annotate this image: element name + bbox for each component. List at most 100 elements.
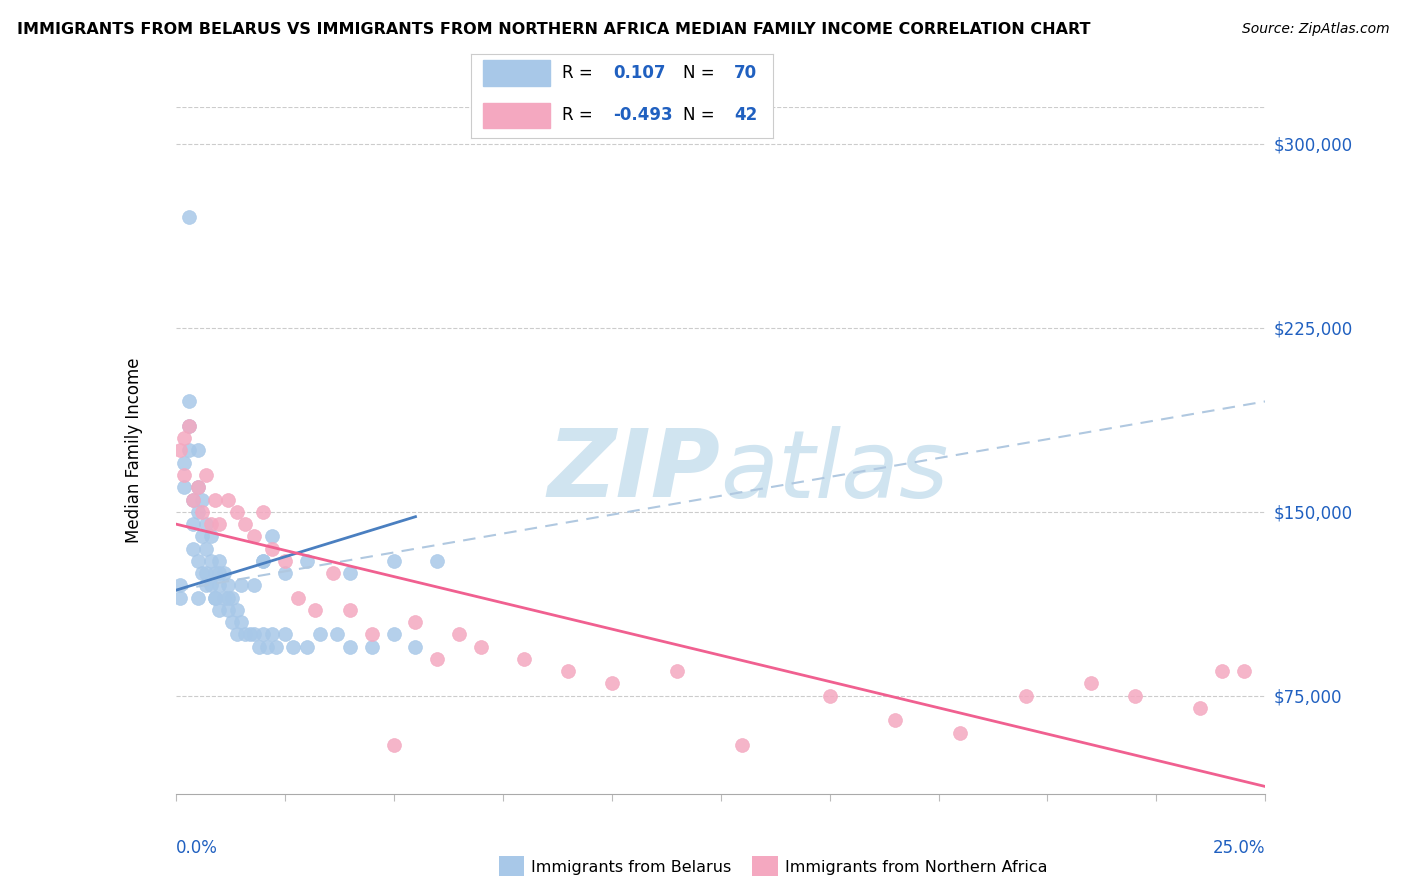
Point <box>208 603 231 617</box>
Point <box>260 541 283 556</box>
Point <box>470 640 492 654</box>
Point <box>186 591 209 605</box>
Point <box>426 554 449 568</box>
Point <box>212 591 235 605</box>
Point <box>204 591 226 605</box>
Point <box>256 640 278 654</box>
Point <box>731 738 754 752</box>
Point <box>186 443 209 458</box>
Text: atlas: atlas <box>721 425 949 516</box>
Point <box>243 529 266 543</box>
Point <box>208 566 231 581</box>
Text: 0.0%: 0.0% <box>176 838 218 856</box>
Point <box>186 480 209 494</box>
Text: R =: R = <box>562 64 598 82</box>
Point <box>181 541 204 556</box>
Point <box>217 492 239 507</box>
Point <box>191 529 214 543</box>
Point <box>177 419 200 434</box>
Point <box>304 603 326 617</box>
Point <box>195 517 218 532</box>
Point <box>1189 701 1212 715</box>
Point <box>225 627 247 641</box>
Point <box>252 554 274 568</box>
Point <box>287 591 309 605</box>
Point <box>186 480 209 494</box>
Point <box>239 627 262 641</box>
Point <box>173 467 195 482</box>
Point <box>274 566 297 581</box>
Text: ZIP: ZIP <box>548 425 721 517</box>
Point <box>181 492 204 507</box>
Point <box>252 627 274 641</box>
Point <box>191 492 214 507</box>
Point <box>339 640 361 654</box>
Point <box>221 591 243 605</box>
Point <box>173 431 195 445</box>
Point <box>295 554 318 568</box>
Point <box>322 566 344 581</box>
Point <box>231 578 253 592</box>
Point <box>217 603 239 617</box>
Point <box>513 652 536 666</box>
Point <box>200 578 222 592</box>
Point <box>252 554 274 568</box>
Point <box>204 566 226 581</box>
Bar <box>484 103 550 128</box>
Point <box>382 554 405 568</box>
Point <box>200 517 222 532</box>
Text: R =: R = <box>562 106 598 124</box>
Point <box>186 554 209 568</box>
Text: Source: ZipAtlas.com: Source: ZipAtlas.com <box>1241 22 1389 37</box>
Point <box>191 566 214 581</box>
Point <box>1211 664 1233 679</box>
Point <box>177 443 200 458</box>
Point <box>177 211 200 225</box>
Point <box>247 640 270 654</box>
Point <box>177 419 200 434</box>
Bar <box>484 61 550 86</box>
Point <box>208 554 231 568</box>
Point <box>360 627 382 641</box>
Point <box>200 554 222 568</box>
Point <box>191 505 214 519</box>
Point <box>295 640 318 654</box>
Text: Immigrants from Northern Africa: Immigrants from Northern Africa <box>785 860 1047 874</box>
Text: -0.493: -0.493 <box>613 106 672 124</box>
Point <box>169 591 191 605</box>
Point <box>173 480 195 494</box>
Point <box>225 603 247 617</box>
Point <box>181 492 204 507</box>
Point <box>217 591 239 605</box>
Point <box>169 443 191 458</box>
Point <box>1123 689 1146 703</box>
Point <box>339 603 361 617</box>
Point <box>260 627 283 641</box>
Point <box>195 566 218 581</box>
Point <box>308 627 330 641</box>
Point <box>169 578 191 592</box>
Point <box>204 591 226 605</box>
Point <box>405 640 427 654</box>
Point <box>173 456 195 470</box>
Point <box>949 725 972 739</box>
Text: 42: 42 <box>734 106 758 124</box>
Point <box>195 578 218 592</box>
Point <box>181 517 204 532</box>
Point <box>243 627 266 641</box>
Point <box>382 627 405 641</box>
Point <box>208 517 231 532</box>
Point <box>225 505 247 519</box>
Point <box>195 541 218 556</box>
Point <box>884 714 907 728</box>
Text: Immigrants from Belarus: Immigrants from Belarus <box>531 860 731 874</box>
Point <box>177 394 200 409</box>
Point <box>204 492 226 507</box>
Point <box>252 505 274 519</box>
Text: Median Family Income: Median Family Income <box>125 358 143 543</box>
Point <box>264 640 287 654</box>
Point <box>221 615 243 630</box>
Point <box>600 676 623 690</box>
Point <box>235 627 257 641</box>
Point <box>231 615 253 630</box>
